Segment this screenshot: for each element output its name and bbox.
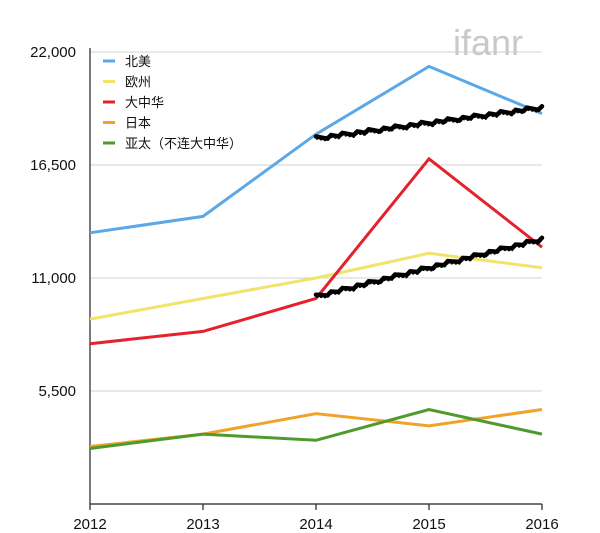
legend-label: 欧州 [125, 76, 151, 91]
series-line-1 [89, 64, 543, 235]
annotation-stroke [315, 239, 543, 299]
legend-item: 日本 [103, 117, 151, 132]
annotations [313, 104, 545, 299]
annotation-stroke [313, 104, 545, 142]
x-tick-label: 2016 [525, 516, 558, 533]
x-tick-label: 2014 [299, 516, 332, 533]
y-tick-label: 22,000 [30, 44, 76, 61]
y-tick-label: 16,500 [30, 157, 76, 174]
x-tick-label: 2015 [412, 516, 445, 533]
hand-drawn-annotation-2 [313, 235, 545, 299]
y-tick-label: 5,500 [38, 383, 76, 400]
x-tick-label: 2013 [186, 516, 219, 533]
series-line-5 [89, 407, 543, 450]
legend-item: 大中华 [103, 96, 164, 111]
legend-label: 大中华 [125, 96, 164, 111]
ifanr-watermark: ifanr [453, 22, 523, 63]
annotation-stroke [313, 235, 545, 298]
legend-label: 亚太（不连大中华） [125, 136, 242, 152]
hand-drawn-annotation-1 [313, 104, 545, 142]
x-tick-label: 2012 [73, 516, 106, 533]
x-axis: 2012 2013 2014 2015 2016 [73, 503, 559, 533]
legend-label: 日本 [125, 117, 151, 132]
grid-lines [90, 51, 542, 392]
legend-item: 亚太（不连大中华） [103, 136, 242, 152]
y-axis: 5,500 11,000 16,500 22,000 [30, 44, 91, 504]
series-line-2 [89, 251, 543, 321]
legend-label: 北美 [125, 55, 151, 70]
series-line-3 [89, 156, 543, 346]
legend-item: 北美 [103, 55, 151, 70]
y-tick-label: 11,000 [31, 270, 76, 287]
legend-item: 欧州 [103, 76, 151, 91]
annotation-stroke [315, 107, 543, 142]
